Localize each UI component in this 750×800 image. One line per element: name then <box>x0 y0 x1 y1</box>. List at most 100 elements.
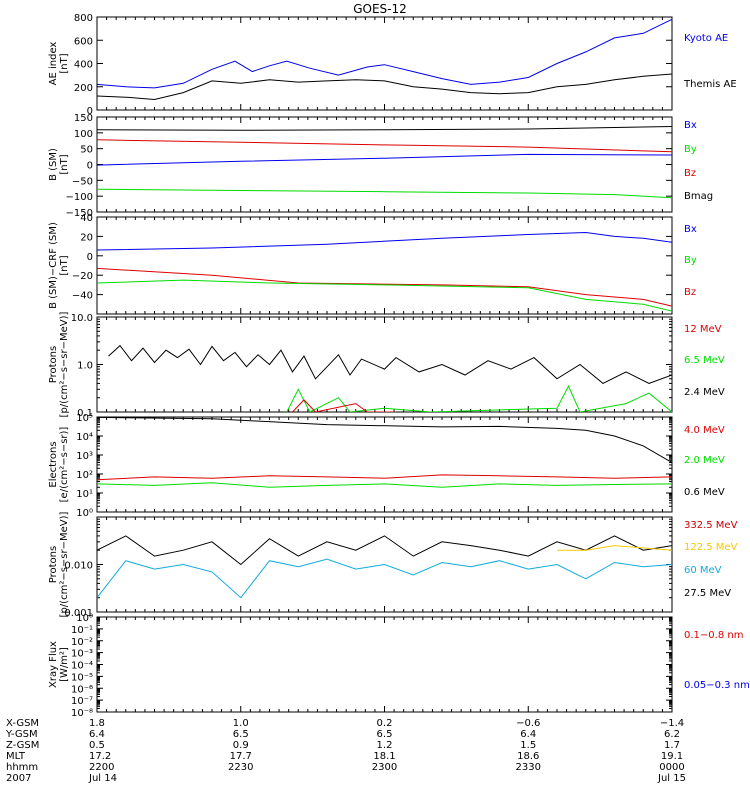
y-axis-label: Protons <box>48 346 59 383</box>
y-axis-label: Protons <box>48 546 59 583</box>
panel-frame <box>96 316 673 413</box>
y-tick-label: 10.0 <box>71 313 93 324</box>
panel-ae: 0 200 400 600 800 AE index [nT] Kyoto AE Themis … <box>48 13 737 117</box>
y-tick-label: 200 <box>74 83 93 94</box>
legend-entry: Bz <box>684 287 696 298</box>
legend-entry: 27.5 MeV <box>684 588 731 599</box>
legend-entry: 60 MeV <box>684 565 722 576</box>
footer-value: 18.6 <box>517 751 539 762</box>
footer-value: 6.4 <box>89 729 105 740</box>
y-tick-label: −50 <box>72 176 93 187</box>
series-line-kyoto-ae <box>97 18 672 89</box>
y-tick-label: 100 <box>74 129 93 140</box>
panel-frame <box>96 416 673 513</box>
legend-entry: Bmag <box>684 191 713 202</box>
footer-value: Jul 15 <box>657 773 686 784</box>
footer-value: 1.7 <box>664 740 680 751</box>
legend-entry: 332.5 MeV <box>684 520 738 531</box>
legend-entry: Bx <box>684 120 697 131</box>
legend-entry: 122.5 MeV <box>684 542 738 553</box>
footer-row-label: Y-GSM <box>5 729 38 740</box>
y-tick-label: 10⁻¹ <box>71 625 93 636</box>
legend-entry: 2.0 MeV <box>684 455 725 466</box>
footer-row-label: 2007 <box>6 773 31 784</box>
series-line-2.0-mev <box>97 482 672 488</box>
y-tick-label: 10⁻⁵ <box>71 672 93 683</box>
footer-row-label: MLT <box>6 751 26 762</box>
y-tick-label: 0 <box>87 106 93 117</box>
footer-row-label: hhmm <box>6 762 38 773</box>
panel-bsm: −150 −100 −50 0 50 100 150 B (SM) [nT] Bx By Bz Bmag <box>48 113 713 219</box>
footer-value: 0.2 <box>377 718 393 729</box>
y-tick-label: 10⁻⁶ <box>71 684 93 695</box>
footer-row-label: X-GSM <box>6 718 39 729</box>
series-line-6.5-mev <box>286 385 672 412</box>
footer-value: −1.4 <box>660 718 684 729</box>
y-tick-label: 0.1 <box>77 408 93 419</box>
series-line-by <box>97 279 672 312</box>
footer-value: 2230 <box>228 762 253 773</box>
footer-value: 2300 <box>372 762 397 773</box>
y-tick-label: 10⁴ <box>76 432 93 443</box>
legend-entry: 0.05−0.3 nm <box>684 680 750 691</box>
y-tick-label: 800 <box>74 13 93 24</box>
footer-value: 6.2 <box>664 729 680 740</box>
footer-row-label: Z-GSM <box>6 740 39 751</box>
footer-value: 18.1 <box>373 751 395 762</box>
series-line-0.6-mev <box>97 417 672 464</box>
y-tick-label: 600 <box>74 36 93 47</box>
y-tick-label: 10⁰ <box>76 613 93 624</box>
y-tick-label: 0 <box>87 161 93 172</box>
footer-value: 2200 <box>89 762 114 773</box>
series-line-2.4-mev <box>108 344 672 384</box>
series-line-60-mev <box>97 558 672 599</box>
footer-value: 1.8 <box>89 718 105 729</box>
panel-bdiff: −40 −20 0 20 40 B (SM)−CRF (SM) [nT] Bx By Bz <box>48 213 697 315</box>
series-line-bz <box>97 139 672 153</box>
panel-frame <box>96 616 673 713</box>
y-tick-label: 400 <box>74 60 93 71</box>
series-line-themis-ae <box>97 73 672 101</box>
footer-value: 1.0 <box>233 718 249 729</box>
y-tick-label: 10⁻⁴ <box>71 661 93 672</box>
footer-value: 0.9 <box>233 740 249 751</box>
y-tick-label: −40 <box>72 291 93 302</box>
footer-value: 17.2 <box>89 751 111 762</box>
y-axis-label: [nT] <box>59 53 70 73</box>
footer-value: 17.7 <box>230 751 252 762</box>
series-line-122.5-mev <box>557 545 672 551</box>
y-axis-label: [e/(cm²−s−sr)] <box>59 427 70 503</box>
panel-frame <box>96 16 673 111</box>
y-tick-label: 0.001 <box>64 608 93 619</box>
y-axis-label: B (SM) <box>48 148 59 181</box>
y-tick-label: 1.0 <box>77 361 93 372</box>
y-tick-label: 10¹ <box>76 489 93 500</box>
legend-entry: Bz <box>684 168 696 179</box>
y-tick-label: 10⁵ <box>76 413 93 424</box>
panel-protons_hi: 0.1 1.0 10.0 Protons [p/(cm²−s−sr−MeV)] 12 Me… <box>48 311 725 419</box>
y-tick-label: 20 <box>80 232 93 243</box>
series-line-4.0-mev <box>97 474 672 481</box>
y-tick-label: 0 <box>87 252 93 263</box>
footer-value: 0000 <box>659 762 684 773</box>
legend-entry: Kyoto AE <box>684 33 728 44</box>
footer-value: 1.5 <box>520 740 536 751</box>
y-axis-label: [nT] <box>59 255 70 275</box>
y-tick-label: 10⁻⁷ <box>71 696 93 707</box>
footer-value: 6.5 <box>233 729 249 740</box>
legend-entry: 6.5 MeV <box>684 355 725 366</box>
y-axis-label: [p/(cm²−s−sr−MeV)] <box>59 311 70 417</box>
y-tick-label: 10⁰ <box>76 508 93 519</box>
legend-entry: By <box>684 144 697 155</box>
series-line-bx <box>97 153 672 166</box>
series-line-bz <box>97 267 672 307</box>
legend-entry: 0.6 MeV <box>684 487 725 498</box>
legend-entry: 12 MeV <box>684 324 722 335</box>
y-tick-label: 150 <box>74 113 93 124</box>
y-tick-label: 40 <box>80 213 93 224</box>
y-tick-label: 10² <box>76 470 93 481</box>
series-line-bx <box>97 231 672 251</box>
